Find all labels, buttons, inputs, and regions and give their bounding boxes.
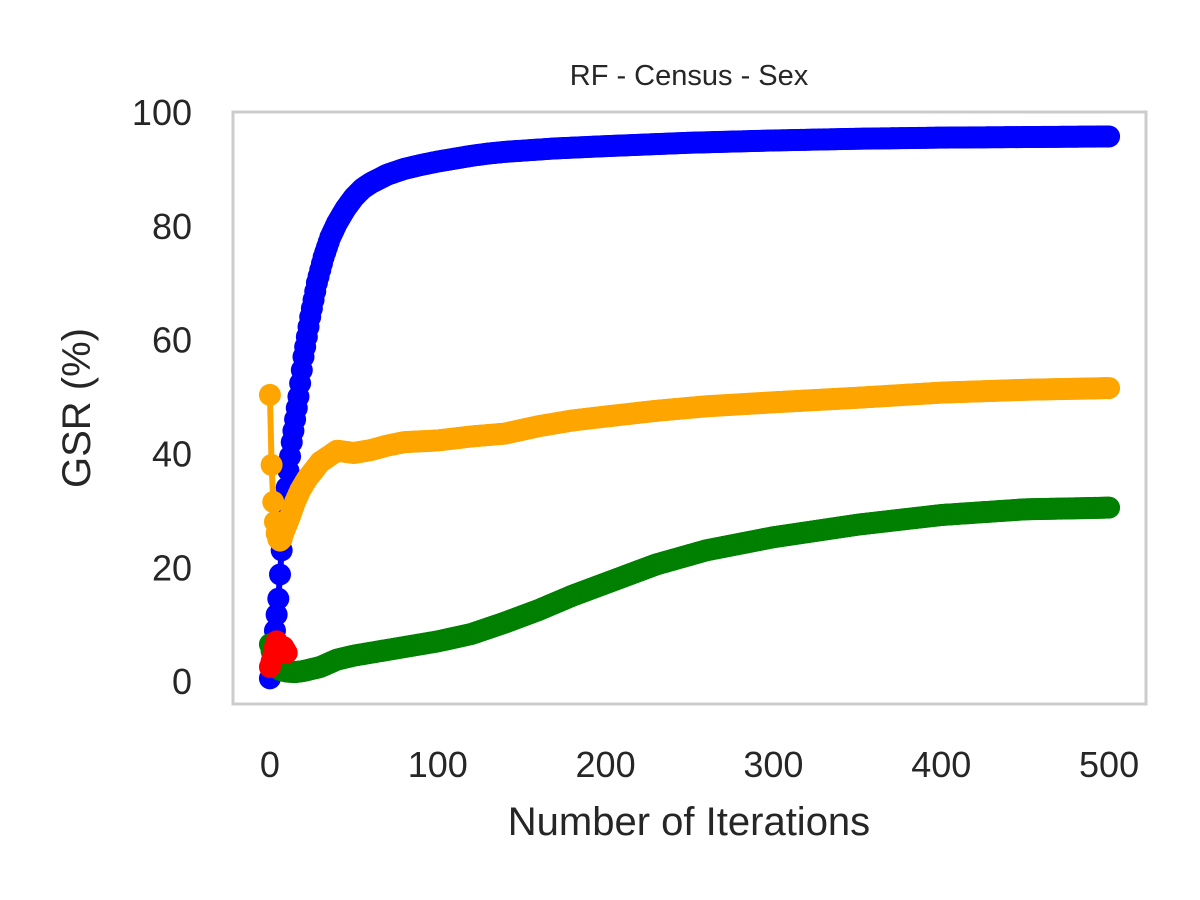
- y-tick-label: 80: [152, 206, 192, 247]
- series-0: [258, 125, 1121, 690]
- y-axis-ticks: 0 20 40 60 80 100: [132, 92, 192, 702]
- series-3: [258, 630, 298, 678]
- x-axis-ticks: 0 100 200 300 400 500: [260, 744, 1139, 785]
- series-layer: [258, 125, 1121, 690]
- y-tick-label: 40: [152, 434, 192, 475]
- x-tick-label: 500: [1079, 744, 1139, 785]
- data-point: [1098, 496, 1121, 519]
- series-1: [258, 377, 1121, 552]
- y-tick-label: 0: [172, 661, 192, 702]
- x-tick-label: 200: [576, 744, 636, 785]
- data-point: [267, 587, 290, 610]
- y-tick-label: 60: [152, 320, 192, 361]
- x-tick-label: 400: [911, 744, 971, 785]
- data-point: [1098, 377, 1121, 400]
- data-point: [268, 563, 291, 586]
- x-axis-label: Number of Iterations: [508, 800, 870, 844]
- series-2: [258, 496, 1121, 684]
- data-point: [265, 603, 288, 626]
- y-axis-label: GSR (%): [55, 328, 99, 488]
- data-point: [258, 383, 281, 406]
- x-tick-label: 300: [743, 744, 803, 785]
- data-point: [1098, 125, 1121, 148]
- data-point: [262, 490, 285, 513]
- y-tick-label: 100: [132, 92, 192, 133]
- y-tick-label: 20: [152, 547, 192, 588]
- plot-frame: [231, 110, 1148, 706]
- chart-title: RF - Census - Sex: [570, 60, 809, 92]
- x-tick-label: 0: [260, 744, 280, 785]
- x-tick-label: 100: [408, 744, 468, 785]
- data-point: [275, 641, 298, 664]
- data-point: [260, 453, 283, 476]
